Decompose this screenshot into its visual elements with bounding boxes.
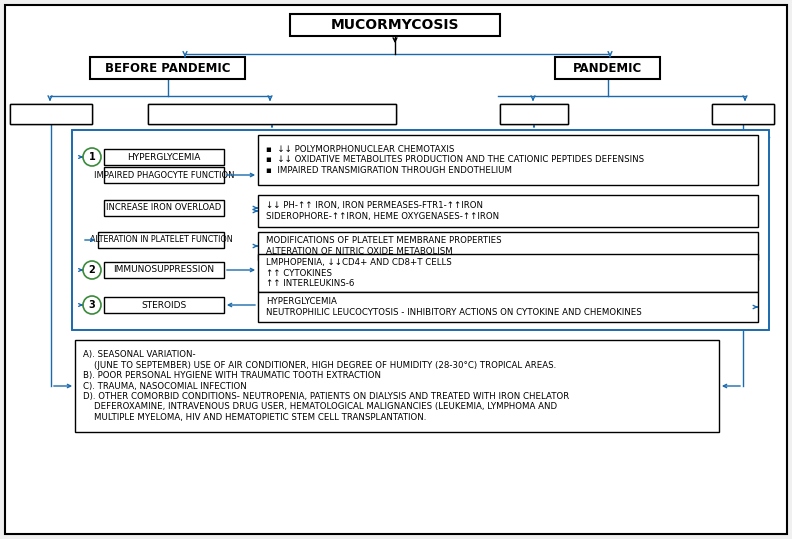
- Bar: [72, 130, 769, 330]
- Text: ↓↓ PH-↑↑ IRON, IRON PERMEASES-FTR1-↑↑IRON
SIDEROPHORE-↑↑IRON, HEME OXYGENASES-↑↑: ↓↓ PH-↑↑ IRON, IRON PERMEASES-FTR1-↑↑IRO…: [266, 201, 499, 220]
- Text: ▪  ↓↓ POLYMORPHONUCLEAR CHEMOTAXIS
▪  ↓↓ OXIDATIVE METABOLITES PRODUCTION AND TH: ▪ ↓↓ POLYMORPHONUCLEAR CHEMOTAXIS ▪ ↓↓ O…: [266, 145, 644, 175]
- Bar: [258, 135, 758, 185]
- Bar: [75, 340, 719, 432]
- Bar: [104, 297, 224, 313]
- Text: COVID -: COVID -: [725, 109, 760, 119]
- Bar: [712, 104, 774, 124]
- Bar: [104, 200, 224, 216]
- Text: 2: 2: [89, 265, 95, 275]
- Bar: [90, 57, 245, 79]
- Bar: [258, 254, 758, 292]
- Text: HYPERGLYCEMIA: HYPERGLYCEMIA: [128, 153, 200, 162]
- Text: DIABETIC WITH/WITHOUT KETOACIDOSIS: DIABETIC WITH/WITHOUT KETOACIDOSIS: [181, 109, 364, 119]
- Bar: [10, 104, 92, 124]
- Bar: [72, 130, 769, 330]
- Bar: [555, 57, 660, 79]
- Bar: [10, 104, 92, 124]
- Text: HYPERGLYCEMIA
NEUTROPHILIC LEUCOCYTOSIS - INHIBITORY ACTIONS ON CYTOKINE AND CHE: HYPERGLYCEMIA NEUTROPHILIC LEUCOCYTOSIS …: [266, 298, 642, 317]
- Text: ALTERATION IN PLATELET FUNCTION: ALTERATION IN PLATELET FUNCTION: [89, 236, 232, 245]
- Bar: [104, 167, 224, 183]
- Bar: [104, 149, 224, 165]
- Text: MUCORMYCOSIS: MUCORMYCOSIS: [331, 18, 459, 32]
- Bar: [258, 232, 758, 260]
- Bar: [148, 104, 396, 124]
- Bar: [258, 195, 758, 227]
- Text: INCREASE IRON OVERLOAD: INCREASE IRON OVERLOAD: [106, 204, 222, 212]
- Bar: [500, 104, 568, 124]
- Text: LMPHOPENIA, ↓↓CD4+ AND CD8+T CELLS
↑↑ CYTOKINES
↑↑ INTERLEUKINS-6: LMPHOPENIA, ↓↓CD4+ AND CD8+T CELLS ↑↑ CY…: [266, 258, 451, 288]
- Bar: [104, 262, 224, 278]
- Text: 1: 1: [89, 152, 95, 162]
- Bar: [500, 104, 568, 124]
- Text: PANDEMIC: PANDEMIC: [573, 61, 642, 74]
- Text: COVID +: COVID +: [515, 109, 554, 119]
- Bar: [290, 14, 500, 36]
- Bar: [712, 104, 774, 124]
- Text: 3: 3: [89, 300, 95, 310]
- Text: IMMUNOSUPPRESSION: IMMUNOSUPPRESSION: [113, 266, 215, 274]
- Text: NON-DIABETIC: NON-DIABETIC: [18, 109, 84, 119]
- Bar: [148, 104, 396, 124]
- Bar: [258, 292, 758, 322]
- Bar: [98, 232, 224, 248]
- Text: STEROIDS: STEROIDS: [142, 301, 187, 309]
- Text: A). SEASONAL VARIATION-
    (JUNE TO SEPTEMBER) USE OF AIR CONDITIONER, HIGH DEG: A). SEASONAL VARIATION- (JUNE TO SEPTEMB…: [83, 350, 569, 421]
- Text: BEFORE PANDEMIC: BEFORE PANDEMIC: [105, 61, 230, 74]
- Text: IMPAIRED PHAGOCYTE FUNCTION: IMPAIRED PHAGOCYTE FUNCTION: [93, 170, 234, 179]
- Text: MODIFICATIONS OF PLATELET MEMBRANE PROPERTIES
ALTERATION OF NITRIC OXIDE METABOL: MODIFICATIONS OF PLATELET MEMBRANE PROPE…: [266, 236, 501, 255]
